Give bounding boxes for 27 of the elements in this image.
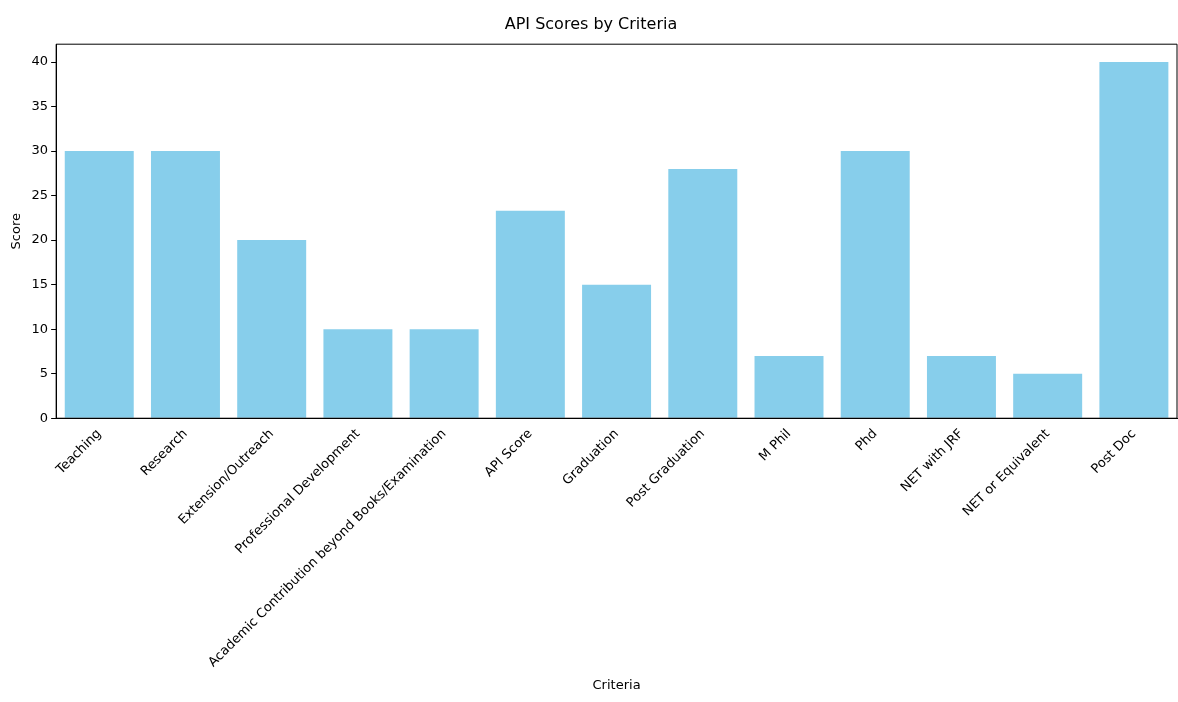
chart-title: API Scores by Criteria [504, 13, 678, 33]
bar [668, 168, 738, 418]
y-tick-label: 15 [31, 276, 49, 292]
y-tick-label: 20 [31, 231, 49, 247]
y-tick-label: 0 [39, 409, 49, 425]
bar [926, 355, 996, 418]
bar [754, 355, 824, 418]
x-axis-title: Criteria [592, 676, 641, 692]
y-tick-label: 30 [31, 142, 49, 158]
bar [1013, 373, 1083, 418]
bar [323, 329, 393, 418]
y-tick-label: 10 [31, 320, 49, 336]
bar [409, 329, 479, 418]
y-tick-label: 25 [31, 186, 49, 202]
y-tick-label: 5 [39, 365, 49, 381]
bar [495, 210, 565, 418]
bar [1099, 62, 1169, 418]
bar [237, 240, 307, 418]
x-tick-label: M Phil [755, 425, 794, 464]
bar [150, 151, 220, 418]
y-tick-label: 40 [31, 53, 49, 69]
bar [582, 284, 652, 418]
y-tick-label: 35 [31, 97, 49, 113]
x-tick-label: Phd [851, 425, 880, 454]
bar [840, 151, 910, 418]
bar [64, 151, 134, 418]
y-axis-title: Score [8, 213, 24, 250]
